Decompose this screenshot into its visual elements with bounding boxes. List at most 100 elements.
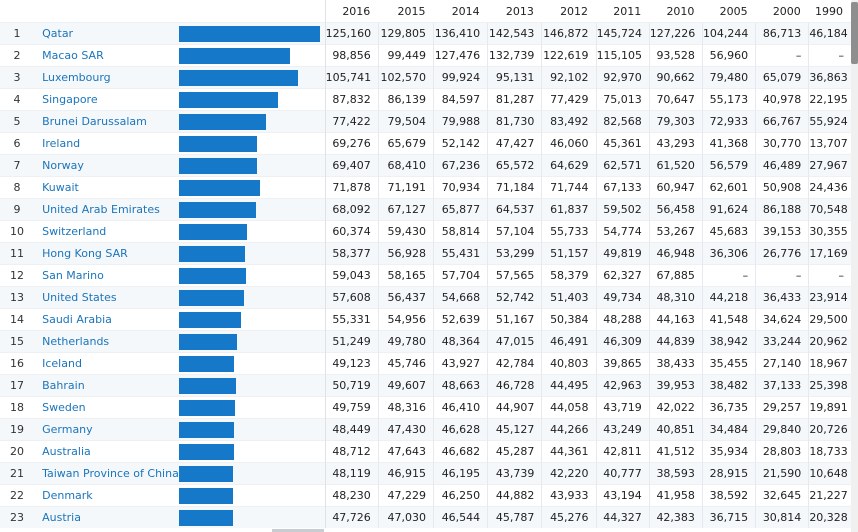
country-link[interactable]: Saudi Arabia — [34, 308, 179, 331]
year-header-2016[interactable]: 2016 — [342, 4, 371, 18]
value-cell-2000: – — [755, 264, 809, 287]
year-header-2010[interactable]: 2010 — [666, 4, 695, 18]
value-cell-2015: 67,127 — [377, 198, 434, 221]
value-cell-2010: 42,383 — [648, 506, 703, 528]
value-cell-2013: 44,907 — [487, 396, 542, 419]
value-cell-2015: 47,430 — [377, 418, 434, 441]
vertical-scrollbar[interactable] — [851, 0, 858, 532]
gdp-bar — [178, 179, 260, 196]
value-cell-2012: 42,220 — [541, 462, 597, 485]
value-cell-2010: 56,458 — [648, 198, 703, 221]
value-cell-1990: 21,227 — [808, 484, 851, 507]
rank-cell: 5 — [0, 110, 35, 133]
year-header-2011[interactable]: 2011 — [613, 4, 642, 18]
table-row: 3 Luxembourg 105,741 102,570 99,924 95,131 92,… — [0, 66, 851, 89]
country-link[interactable]: Denmark — [34, 484, 179, 507]
gdp-bar — [178, 135, 257, 152]
value-cell-2000: 27,140 — [755, 352, 809, 375]
value-cell-2015: 79,504 — [377, 110, 434, 133]
country-link[interactable]: Macao SAR — [34, 44, 179, 67]
country-link[interactable]: Luxembourg — [34, 66, 179, 89]
country-link[interactable]: Taiwan Province of China — [34, 462, 179, 485]
value-cell-2013: 65,572 — [487, 154, 542, 177]
value-cell-1990: 10,648 — [808, 462, 851, 485]
value-cell-2016: 59,043 — [324, 264, 379, 287]
scrollbar-thumb[interactable] — [851, 2, 858, 64]
value-cell-2015: 47,643 — [377, 440, 434, 463]
year-header-2005[interactable]: 2005 — [719, 4, 748, 18]
value-cell-2014: 48,663 — [432, 374, 488, 397]
country-link[interactable]: United States — [34, 286, 179, 309]
value-cell-2010: 40,851 — [648, 418, 703, 441]
country-link[interactable]: Bahrain — [34, 374, 179, 397]
country-link[interactable]: Switzerland — [34, 220, 179, 243]
value-cell-2012: 51,403 — [541, 286, 597, 309]
value-cell-2012: 83,492 — [541, 110, 597, 133]
value-cell-2016: 57,608 — [324, 286, 379, 309]
value-cell-1990: 18,733 — [808, 440, 851, 463]
year-header-1990[interactable]: 1990 — [815, 4, 843, 18]
value-cell-2005: 56,579 — [701, 154, 756, 177]
country-link[interactable]: Australia — [34, 440, 179, 463]
country-link[interactable]: United Arab Emirates — [34, 198, 179, 221]
value-cell-2012: 44,266 — [541, 418, 597, 441]
gdp-bar — [178, 47, 290, 64]
country-link[interactable]: Ireland — [34, 132, 179, 155]
year-header-2013[interactable]: 2013 — [505, 4, 534, 18]
value-cell-2011: 54,774 — [595, 220, 650, 243]
year-header-2012[interactable]: 2012 — [560, 4, 589, 18]
value-cell-2012: 146,872 — [541, 22, 597, 45]
bar-cell — [178, 418, 326, 441]
value-cell-2016: 55,331 — [324, 308, 379, 331]
value-cell-2012: 77,429 — [541, 88, 597, 111]
value-cell-2005: 36,715 — [701, 506, 756, 528]
value-cell-2013: 51,167 — [487, 308, 542, 331]
value-cell-2011: 44,327 — [595, 506, 650, 528]
country-link[interactable]: San Marino — [34, 264, 179, 287]
value-cell-2010: 38,593 — [648, 462, 703, 485]
value-cell-2010: 42,022 — [648, 396, 703, 419]
rank-cell: 14 — [0, 308, 35, 331]
value-cell-2015: 54,956 — [377, 308, 434, 331]
rank-cell: 22 — [0, 484, 35, 507]
table-row: 17 Bahrain 50,719 49,607 48,663 46,728 44,495 4… — [0, 374, 851, 397]
bar-cell — [178, 22, 326, 45]
rank-cell: 23 — [0, 506, 35, 528]
country-link[interactable]: Singapore — [34, 88, 179, 111]
value-cell-2013: 45,287 — [487, 440, 542, 463]
country-link[interactable]: Iceland — [34, 352, 179, 375]
country-link[interactable]: Qatar — [34, 22, 179, 45]
rank-cell: 7 — [0, 154, 35, 177]
rank-cell: 4 — [0, 88, 35, 111]
value-cell-1990: 55,924 — [808, 110, 851, 133]
table-row: 16 Iceland 49,123 45,746 43,927 42,784 40,803 3… — [0, 352, 851, 375]
country-link[interactable]: Hong Kong SAR — [34, 242, 179, 265]
value-cell-2011: 67,133 — [595, 176, 650, 199]
year-header-2015[interactable]: 2015 — [397, 4, 426, 18]
value-cell-2000: 36,433 — [755, 286, 809, 309]
value-cell-1990: 25,398 — [808, 374, 851, 397]
value-cell-2011: 42,963 — [595, 374, 650, 397]
year-header-2000[interactable]: 2000 — [772, 4, 801, 18]
country-link[interactable]: Germany — [34, 418, 179, 441]
country-link[interactable]: Netherlands — [34, 330, 179, 353]
value-cell-2015: 68,410 — [377, 154, 434, 177]
country-link[interactable]: Austria — [34, 506, 179, 528]
country-link[interactable]: Norway — [34, 154, 179, 177]
value-cell-2005: 35,455 — [701, 352, 756, 375]
rank-cell: 13 — [0, 286, 35, 309]
value-cell-2005: 28,915 — [701, 462, 756, 485]
value-cell-2015: 56,928 — [377, 242, 434, 265]
value-cell-2011: 62,327 — [595, 264, 650, 287]
country-link[interactable]: Sweden — [34, 396, 179, 419]
value-cell-2013: 64,537 — [487, 198, 542, 221]
value-cell-2005: 91,624 — [701, 198, 756, 221]
country-link[interactable]: Brunei Darussalam — [34, 110, 179, 133]
value-cell-2005: 79,480 — [701, 66, 756, 89]
country-link[interactable]: Kuwait — [34, 176, 179, 199]
table-row: 21 Taiwan Province of China 48,119 46,915 46… — [0, 462, 851, 485]
value-cell-2010: 38,433 — [648, 352, 703, 375]
year-header-2014[interactable]: 2014 — [451, 4, 480, 18]
value-cell-2015: 45,746 — [377, 352, 434, 375]
horizontal-scroll-indicator[interactable] — [272, 529, 324, 532]
